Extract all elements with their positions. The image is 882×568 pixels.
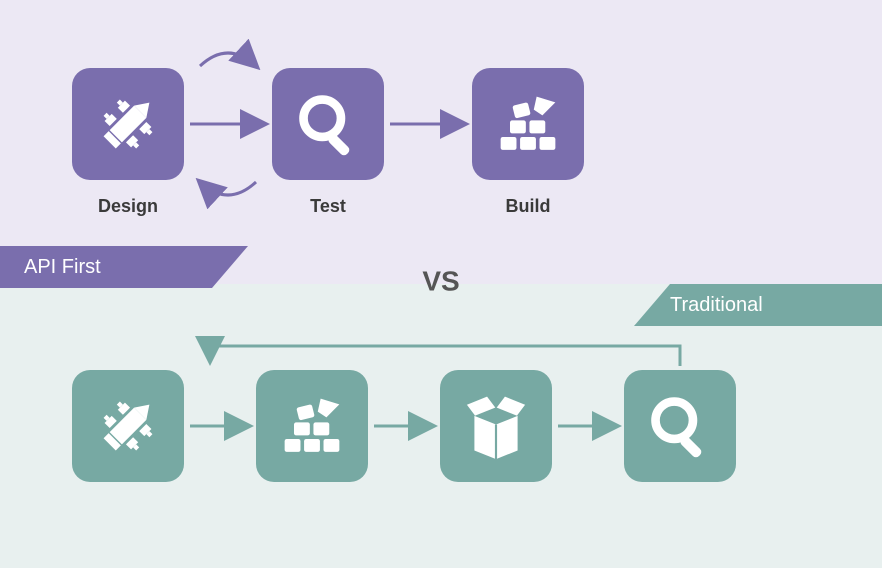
arrows-bottom xyxy=(0,284,882,568)
tag-api-first: API First xyxy=(0,246,248,288)
tag-api-first-label: API First xyxy=(24,256,101,279)
arrow-design-to-test xyxy=(0,0,882,284)
